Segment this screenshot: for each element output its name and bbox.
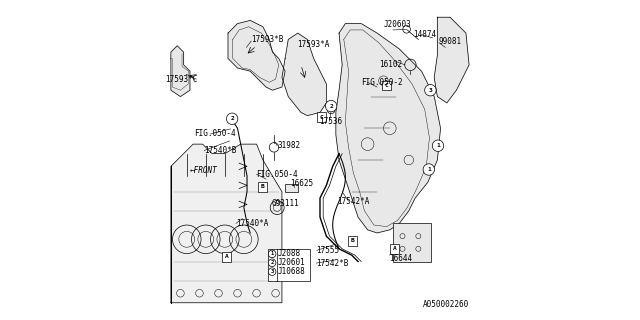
Text: 16102: 16102 — [379, 60, 402, 69]
Text: 17593*B: 17593*B — [251, 35, 284, 44]
Text: FIG.050-4: FIG.050-4 — [194, 130, 236, 139]
Circle shape — [432, 140, 444, 151]
Text: B: B — [351, 238, 355, 244]
Text: FIG.050-4: FIG.050-4 — [257, 170, 298, 179]
Text: A050002260: A050002260 — [423, 300, 469, 309]
Text: 1: 1 — [271, 252, 274, 256]
Text: J20601: J20601 — [278, 258, 305, 267]
Text: 17542*A: 17542*A — [337, 197, 370, 206]
Text: J2088: J2088 — [278, 249, 301, 258]
Bar — [382, 81, 391, 90]
Polygon shape — [434, 17, 469, 103]
Text: 3: 3 — [271, 269, 274, 274]
Text: 17536: 17536 — [319, 117, 342, 126]
Bar — [390, 244, 399, 253]
Circle shape — [268, 250, 276, 258]
Circle shape — [325, 100, 337, 112]
Text: 17540*A: 17540*A — [236, 219, 268, 228]
Text: FIG.050-2: FIG.050-2 — [361, 78, 403, 87]
Polygon shape — [282, 33, 326, 116]
Circle shape — [425, 84, 436, 96]
Text: 17555: 17555 — [316, 246, 339, 255]
Bar — [285, 184, 298, 192]
Bar — [222, 252, 231, 261]
Text: 1: 1 — [427, 167, 431, 172]
Circle shape — [268, 259, 276, 267]
Text: J20603: J20603 — [384, 20, 412, 29]
Text: B: B — [260, 184, 264, 189]
Text: 2: 2 — [329, 104, 333, 108]
Circle shape — [268, 268, 276, 276]
Bar — [348, 236, 357, 246]
Text: A: A — [225, 254, 228, 259]
Polygon shape — [228, 20, 285, 90]
Polygon shape — [336, 24, 440, 233]
Text: G93111: G93111 — [272, 199, 300, 208]
Text: 2: 2 — [271, 260, 274, 265]
Text: 16644: 16644 — [389, 254, 412, 263]
Text: 17542*B: 17542*B — [316, 259, 349, 268]
Bar — [258, 182, 267, 192]
Circle shape — [423, 164, 435, 175]
Text: 17593*C: 17593*C — [165, 75, 198, 84]
Text: 31982: 31982 — [277, 141, 300, 150]
Text: 2: 2 — [230, 116, 234, 121]
Text: J10688: J10688 — [278, 267, 305, 276]
Text: 99081: 99081 — [439, 36, 462, 45]
Bar — [317, 112, 326, 122]
Text: ←FRONT: ←FRONT — [190, 166, 218, 175]
Polygon shape — [171, 46, 190, 97]
FancyBboxPatch shape — [393, 223, 431, 261]
Text: 1: 1 — [436, 143, 440, 148]
Circle shape — [227, 113, 238, 124]
Text: 17593*A: 17593*A — [297, 40, 329, 49]
Text: 3: 3 — [429, 88, 432, 93]
Text: C: C — [385, 83, 388, 88]
Polygon shape — [171, 144, 282, 303]
Bar — [268, 249, 310, 281]
Text: C: C — [320, 115, 323, 120]
Text: 16625: 16625 — [290, 179, 313, 188]
Text: 14874: 14874 — [413, 30, 436, 39]
Text: 17540*B: 17540*B — [204, 146, 237, 155]
Text: A: A — [393, 246, 396, 251]
